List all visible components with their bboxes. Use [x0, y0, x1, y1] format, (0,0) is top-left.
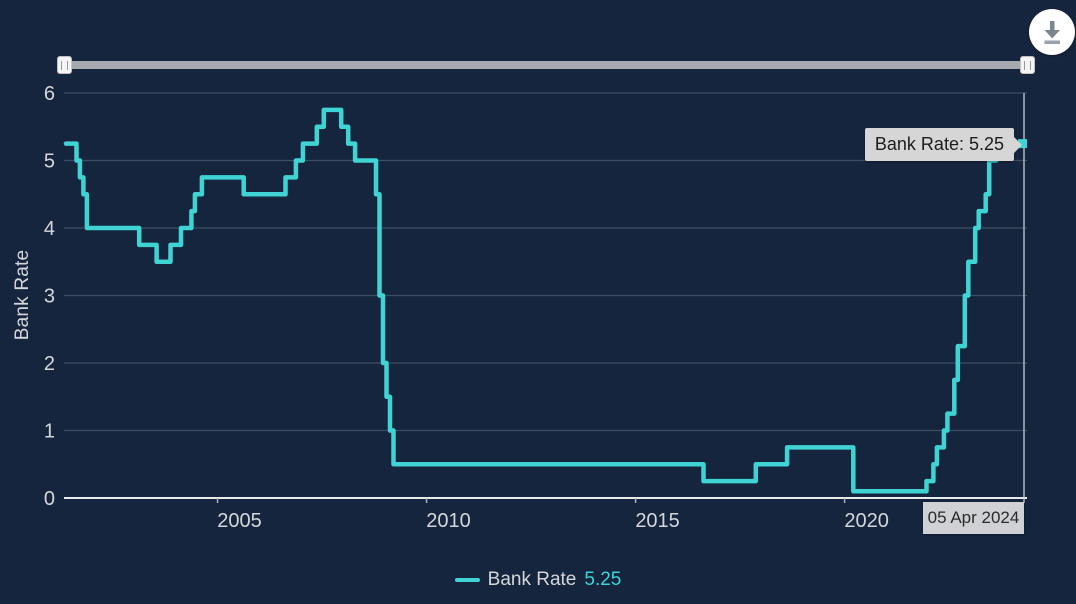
grip-lines-icon [61, 60, 68, 70]
y-axis-tick-label: 2 [44, 353, 55, 375]
legend-value: 5.25 [584, 569, 622, 590]
crosshair-date-label: 05 Apr 2024 [923, 502, 1024, 534]
y-axis-title: Bank Rate [12, 249, 33, 341]
grip-lines-icon [1024, 60, 1031, 70]
legend-label: Bank Rate [487, 569, 577, 590]
x-axis-tick-label: 2005 [217, 510, 262, 532]
tooltip-text: Bank Rate: 5.25 [874, 134, 1004, 154]
x-axis-tick-label: 2015 [635, 510, 680, 532]
y-axis-tick-label: 6 [44, 83, 55, 105]
bank-rate-series-line[interactable] [63, 107, 1027, 494]
range-slider-track[interactable] [60, 61, 1031, 69]
series-end-marker[interactable] [1018, 139, 1027, 149]
y-axis-tick-label: 1 [44, 421, 55, 443]
x-axis-tick-label: 2020 [844, 510, 889, 532]
x-axis-tick-label: 2010 [426, 510, 471, 532]
download-button[interactable] [1029, 9, 1075, 55]
slider-handle-left[interactable] [57, 56, 72, 74]
legend-swatch [454, 578, 480, 582]
y-axis-tick-label: 5 [44, 151, 55, 173]
y-axis-tick-label: 0 [44, 488, 55, 510]
y-axis-tick-label: 3 [44, 286, 55, 308]
slider-handle-right[interactable] [1020, 56, 1035, 74]
download-icon [1044, 21, 1060, 44]
tooltip: Bank Rate: 5.25 [864, 128, 1022, 161]
legend-item-bank-rate[interactable]: Bank Rate 5.25 [0, 565, 1076, 595]
y-axis-tick-label: 4 [44, 218, 55, 240]
tooltip-arrow-icon [1014, 136, 1022, 153]
